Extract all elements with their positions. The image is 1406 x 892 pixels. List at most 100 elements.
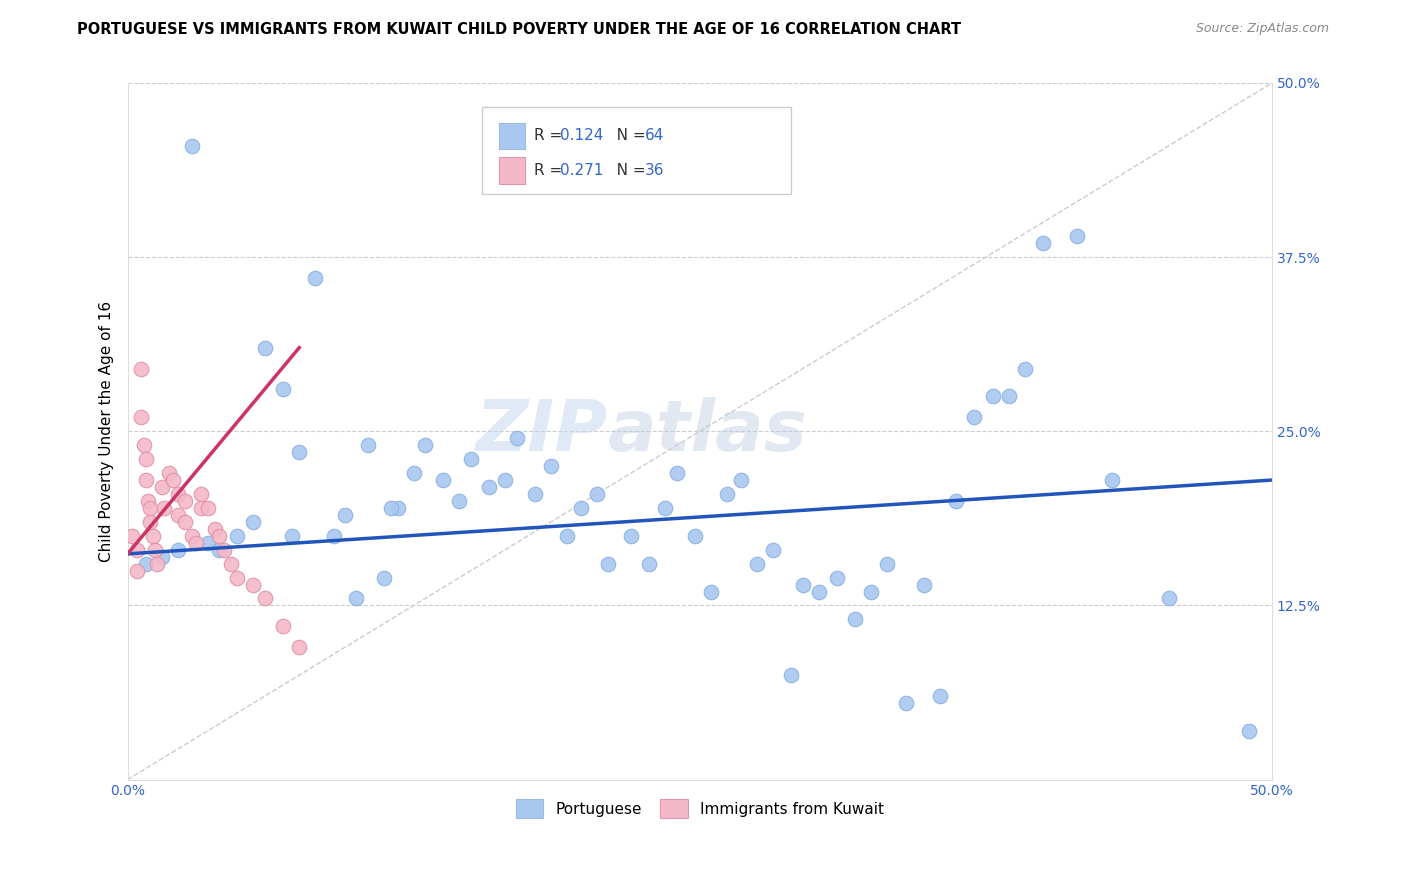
Point: [242, 515, 264, 529]
Point: [242, 577, 264, 591]
Point: [807, 584, 830, 599]
Point: [139, 500, 162, 515]
Point: [173, 494, 195, 508]
Point: [1032, 236, 1054, 251]
Point: [146, 557, 169, 571]
Point: [304, 271, 326, 285]
Point: [929, 689, 952, 703]
Point: [432, 473, 454, 487]
Point: [135, 557, 157, 571]
Point: [997, 389, 1019, 403]
Point: [139, 515, 162, 529]
Point: [129, 410, 152, 425]
Y-axis label: Child Poverty Under the Age of 16: Child Poverty Under the Age of 16: [100, 301, 114, 562]
Point: [136, 494, 159, 508]
FancyBboxPatch shape: [499, 122, 524, 149]
Point: [505, 431, 527, 445]
Point: [142, 529, 165, 543]
Point: [288, 640, 311, 655]
Point: [186, 535, 208, 549]
Text: R =: R =: [534, 128, 567, 144]
Point: [157, 466, 180, 480]
Point: [762, 542, 785, 557]
Point: [226, 571, 249, 585]
Point: [167, 542, 190, 557]
Point: [780, 668, 803, 682]
Point: [654, 500, 676, 515]
Point: [1157, 591, 1180, 606]
Text: PORTUGUESE VS IMMIGRANTS FROM KUWAIT CHILD POVERTY UNDER THE AGE OF 16 CORRELATI: PORTUGUESE VS IMMIGRANTS FROM KUWAIT CHI…: [77, 22, 962, 37]
Point: [190, 487, 212, 501]
Text: R =: R =: [534, 163, 567, 178]
Point: [125, 542, 148, 557]
Point: [180, 138, 202, 153]
Point: [540, 459, 562, 474]
Point: [745, 557, 768, 571]
Point: [135, 452, 157, 467]
Text: ZIP: ZIP: [477, 397, 609, 466]
Point: [132, 438, 155, 452]
Point: [129, 361, 152, 376]
Point: [212, 542, 235, 557]
Point: [912, 577, 935, 591]
Point: [569, 500, 592, 515]
Point: [945, 494, 967, 508]
Point: [825, 571, 848, 585]
Point: [792, 577, 814, 591]
Point: [190, 500, 212, 515]
Point: [523, 487, 546, 501]
Point: [125, 564, 148, 578]
Point: [683, 529, 706, 543]
Point: [638, 557, 661, 571]
Point: [226, 529, 249, 543]
Point: [121, 529, 143, 543]
FancyBboxPatch shape: [499, 158, 524, 184]
Text: 64: 64: [645, 128, 664, 144]
Point: [357, 438, 380, 452]
Point: [876, 557, 898, 571]
Text: N =: N =: [603, 163, 651, 178]
Point: [219, 557, 242, 571]
Point: [1237, 723, 1260, 738]
Point: [963, 410, 986, 425]
FancyBboxPatch shape: [482, 107, 792, 194]
Point: [620, 529, 643, 543]
Point: [167, 508, 190, 522]
Point: [730, 473, 752, 487]
Point: [380, 500, 402, 515]
Point: [208, 542, 231, 557]
Point: [700, 584, 723, 599]
Point: [460, 452, 482, 467]
Point: [253, 341, 276, 355]
Point: [981, 389, 1004, 403]
Point: [197, 500, 219, 515]
Point: [253, 591, 276, 606]
Point: [860, 584, 883, 599]
Point: [167, 487, 190, 501]
Point: [402, 466, 425, 480]
Point: [197, 535, 219, 549]
Point: [271, 619, 294, 633]
Point: [180, 529, 202, 543]
Point: [135, 473, 157, 487]
Point: [150, 549, 173, 564]
Text: 0.124: 0.124: [560, 128, 603, 144]
Point: [494, 473, 516, 487]
Legend: Portuguese, Immigrants from Kuwait: Portuguese, Immigrants from Kuwait: [509, 793, 890, 824]
Point: [281, 529, 304, 543]
Point: [1066, 229, 1088, 244]
Text: atlas: atlas: [609, 397, 808, 466]
Point: [173, 515, 195, 529]
Text: 0.271: 0.271: [560, 163, 603, 178]
Point: [555, 529, 578, 543]
Text: Source: ZipAtlas.com: Source: ZipAtlas.com: [1195, 22, 1329, 36]
Point: [288, 445, 311, 459]
Point: [153, 500, 176, 515]
Point: [478, 480, 501, 494]
Point: [322, 529, 344, 543]
Point: [449, 494, 471, 508]
Point: [413, 438, 436, 452]
Text: 36: 36: [645, 163, 664, 178]
Point: [346, 591, 368, 606]
Point: [585, 487, 607, 501]
